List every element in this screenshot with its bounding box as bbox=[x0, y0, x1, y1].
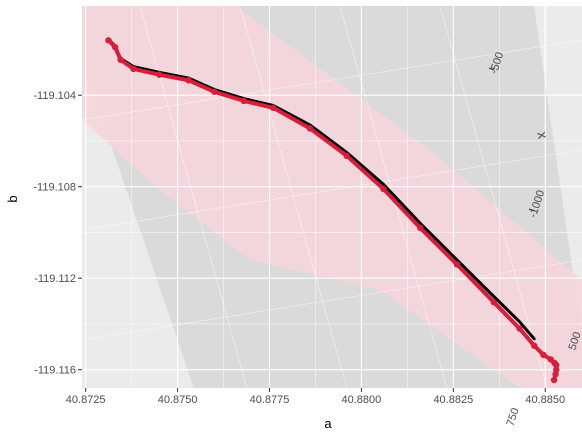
red-track-point bbox=[540, 351, 547, 359]
red-track-point bbox=[417, 224, 424, 232]
red-track-point bbox=[380, 185, 387, 193]
red-track-point bbox=[185, 77, 192, 84]
plot-panel bbox=[82, 6, 582, 388]
rotated-gridline bbox=[82, 39, 582, 121]
red-track-point bbox=[516, 325, 523, 332]
red-track-point bbox=[306, 125, 314, 132]
x-tick-label: 40.8825 bbox=[433, 394, 473, 406]
x-axis-title: a bbox=[324, 416, 332, 431]
series-layer bbox=[105, 37, 560, 384]
red-track-point bbox=[490, 299, 497, 306]
rotated-pink-tick-label: 750 bbox=[505, 406, 522, 427]
rotated-tick-mark bbox=[488, 67, 495, 71]
red-track-point bbox=[553, 361, 560, 369]
rotated-gridline bbox=[239, 6, 348, 388]
x-tick-label: 40.8750 bbox=[158, 394, 198, 406]
red-track-point bbox=[552, 371, 559, 378]
rotated-gridline bbox=[82, 259, 582, 341]
x-tick-label: 40.8800 bbox=[342, 394, 382, 406]
red-track-point bbox=[453, 261, 461, 268]
red-track-point bbox=[130, 65, 137, 73]
red-track-point bbox=[240, 97, 247, 105]
red-track-point bbox=[111, 43, 119, 51]
y-tick-label: -119.116 bbox=[34, 365, 76, 377]
rotated-gridline bbox=[439, 6, 548, 388]
x-tick-label: 40.8775 bbox=[250, 394, 290, 406]
red-track-point bbox=[531, 342, 538, 349]
red-track-point bbox=[117, 56, 124, 63]
red-track-point bbox=[550, 376, 558, 384]
y-tick-label: -119.112 bbox=[34, 273, 76, 285]
rotated-tick-mark bbox=[528, 208, 535, 212]
red-track-point bbox=[105, 37, 112, 44]
pink-band bbox=[82, 6, 582, 388]
rotated-gridline bbox=[339, 6, 448, 388]
red-track-point bbox=[156, 71, 163, 78]
y-axis-title: b bbox=[5, 195, 20, 202]
rotated-axis-title: x bbox=[534, 130, 551, 140]
rotated-pink-tick-label: 500 bbox=[567, 330, 582, 351]
grid bbox=[82, 6, 582, 388]
x-tick-label: 40.8850 bbox=[525, 394, 565, 406]
red-track-point bbox=[211, 88, 218, 95]
x-tick-label: 40.8725 bbox=[66, 394, 106, 406]
y-tick-label: -119.108 bbox=[33, 182, 76, 194]
axes: 40.8725 40.8750 40.8775 40.8800 40.8825 40.88… bbox=[33, 90, 565, 406]
rotated-gridline bbox=[82, 149, 582, 231]
y-tick-label: -119.104 bbox=[33, 90, 76, 102]
red-track-point bbox=[269, 104, 277, 111]
red-track-point bbox=[343, 152, 350, 160]
